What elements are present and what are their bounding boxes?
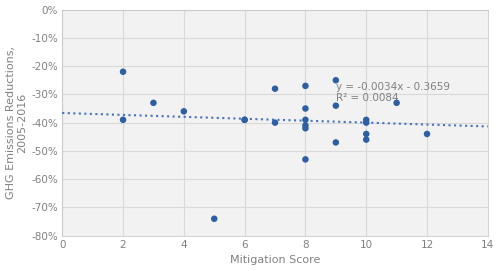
Point [332,104,340,108]
Y-axis label: GHG Emissions Reductions,
2005-2016: GHG Emissions Reductions, 2005-2016 [6,46,27,199]
Point [362,132,370,136]
X-axis label: Mitigation Score: Mitigation Score [230,256,320,265]
Point [332,78,340,82]
Point [302,126,310,130]
Point [240,118,248,122]
Point [150,101,158,105]
Point [392,101,400,105]
Point [271,86,279,91]
Point [210,217,218,221]
Point [119,118,127,122]
Point [271,121,279,125]
Point [240,118,248,122]
Point [119,70,127,74]
Point [302,157,310,162]
Point [332,140,340,145]
Text: y = -0.0034x - 0.3659
R² = 0.0084: y = -0.0034x - 0.3659 R² = 0.0084 [336,82,450,103]
Point [302,123,310,128]
Point [302,84,310,88]
Point [362,121,370,125]
Point [180,109,188,114]
Point [362,137,370,142]
Point [302,106,310,111]
Point [302,118,310,122]
Point [362,118,370,122]
Point [423,132,431,136]
